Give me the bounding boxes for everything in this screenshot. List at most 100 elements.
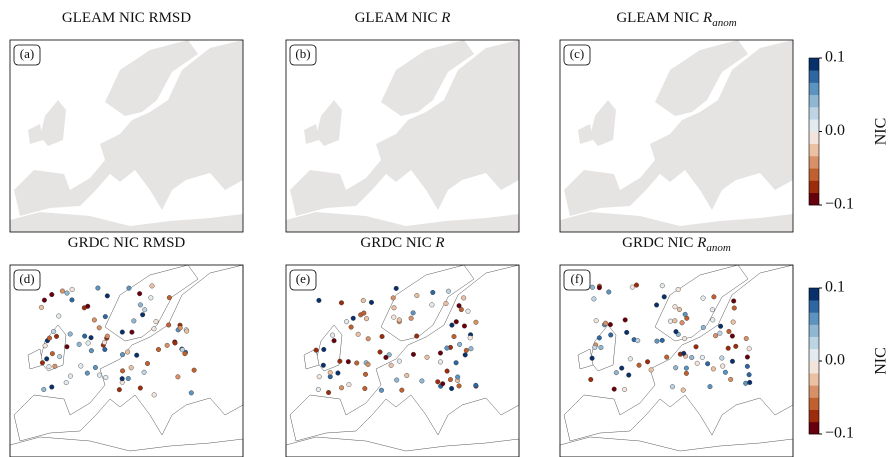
station [675, 287, 681, 293]
station [39, 360, 45, 366]
station [137, 302, 143, 308]
station [399, 387, 405, 393]
station [64, 290, 70, 296]
station [88, 348, 94, 354]
station [361, 310, 367, 316]
colorbar-segment [809, 397, 819, 410]
panel-title: GLEAM NIC Ranom [616, 10, 736, 29]
station [593, 318, 599, 324]
station [725, 345, 731, 351]
station [57, 354, 63, 360]
station [746, 346, 752, 352]
station [453, 360, 459, 366]
station [694, 360, 700, 366]
station [596, 335, 602, 341]
station [337, 358, 343, 364]
station [54, 333, 60, 339]
station [363, 371, 369, 377]
station [119, 376, 125, 382]
station [386, 352, 392, 358]
title-part: R [440, 10, 450, 26]
station [705, 361, 711, 367]
colorbar-segment [809, 192, 819, 206]
station [598, 345, 604, 351]
station [91, 317, 97, 323]
station [394, 377, 400, 383]
panel-title: GLEAM NIC RMSD [62, 10, 191, 26]
station [179, 347, 185, 353]
station [456, 303, 462, 309]
station [463, 347, 469, 353]
station [396, 358, 402, 364]
station [456, 383, 462, 389]
station [729, 358, 735, 364]
station [683, 370, 689, 376]
station [331, 338, 337, 344]
station [131, 318, 137, 324]
colorbar-segment [809, 119, 819, 132]
station [166, 322, 172, 328]
panel-label: (a) [20, 46, 34, 61]
station [731, 305, 737, 311]
station [102, 346, 108, 352]
station [335, 370, 341, 376]
station [648, 367, 654, 373]
station [672, 318, 678, 324]
map-frame [9, 264, 244, 457]
station [92, 365, 98, 371]
station [69, 297, 75, 303]
station [360, 297, 366, 303]
map-frame [285, 39, 520, 233]
colorbar-segment [809, 300, 819, 313]
map-frame [559, 264, 794, 457]
station [713, 333, 719, 339]
station [731, 298, 737, 304]
station [606, 289, 612, 295]
station [679, 320, 685, 326]
station [41, 386, 47, 392]
station [461, 323, 467, 329]
station [182, 351, 188, 357]
station [69, 287, 75, 293]
station [636, 362, 642, 368]
station [746, 372, 752, 378]
title-part: GLEAM NIC RMSD [62, 10, 191, 26]
station [151, 392, 157, 398]
station [85, 340, 91, 346]
station [709, 307, 715, 313]
station [626, 372, 632, 378]
map-frame [559, 39, 794, 233]
station [63, 380, 69, 386]
title-part: GRDC NIC RMSD [68, 235, 186, 251]
station [390, 295, 396, 301]
station [408, 315, 414, 321]
station [465, 308, 471, 314]
station [453, 319, 459, 325]
station [355, 331, 361, 337]
station [67, 331, 73, 337]
station [164, 342, 170, 348]
station [96, 325, 102, 331]
station [391, 305, 397, 311]
station [137, 385, 143, 391]
station [654, 338, 660, 344]
colorbar-segment [809, 143, 819, 157]
station [49, 351, 55, 357]
station [119, 352, 125, 358]
station [350, 315, 356, 321]
station [330, 332, 336, 338]
station [391, 314, 397, 320]
station [622, 386, 628, 392]
station [467, 335, 473, 341]
station [140, 312, 146, 318]
station [622, 317, 628, 323]
panel-label-box [289, 269, 317, 291]
station [613, 370, 619, 376]
station [473, 382, 479, 388]
station [56, 313, 62, 319]
station [747, 379, 753, 385]
station [682, 336, 688, 342]
station [368, 299, 374, 305]
station [345, 359, 351, 365]
